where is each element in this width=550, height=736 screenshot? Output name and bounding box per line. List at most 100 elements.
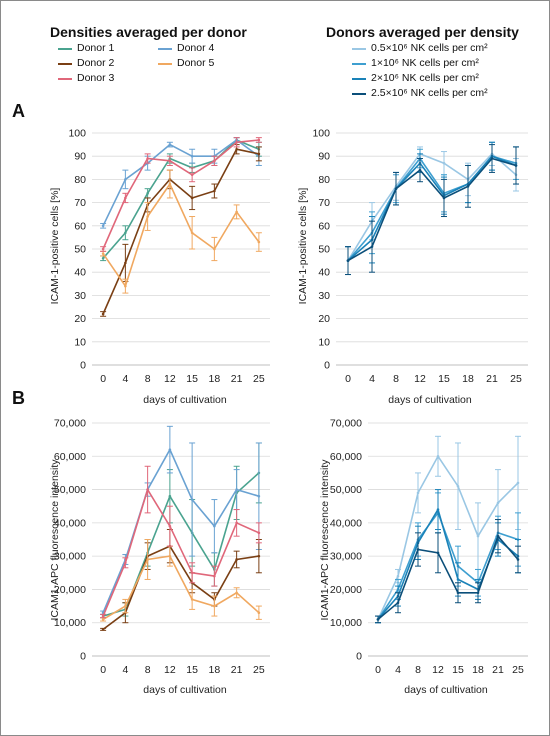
data-point [213, 247, 216, 251]
y-tick-label: 20 [74, 313, 86, 325]
y-tick-label: 50 [318, 244, 330, 256]
y-tick-label: 40,000 [54, 517, 86, 529]
data-point [496, 501, 500, 505]
data-point [168, 524, 172, 528]
data-point [124, 284, 127, 288]
x-axis-title: days of cultivation [388, 394, 472, 406]
x-tick-label: 8 [145, 664, 151, 676]
data-point [394, 187, 398, 190]
y-tick-label: 100 [312, 128, 330, 140]
data-point [168, 554, 172, 558]
data-point [190, 571, 194, 575]
data-point [124, 261, 127, 265]
data-point [213, 574, 216, 578]
legend-label: 1×10⁶ NK cells per cm² [371, 57, 479, 69]
data-point [235, 147, 238, 151]
data-point [490, 157, 494, 160]
data-point [235, 210, 238, 214]
x-tick-label: 4 [122, 664, 128, 676]
data-point [257, 554, 261, 558]
x-tick-label: 18 [209, 664, 221, 676]
data-point [396, 574, 400, 578]
y-tick-label: 20 [318, 313, 330, 325]
data-point [101, 312, 105, 316]
x-tick-label: 18 [209, 373, 221, 385]
series-line [347, 152, 517, 262]
series-line [102, 545, 260, 631]
left-column-title: Densities averaged per donor [50, 24, 247, 40]
y-tick-label: 90 [318, 151, 330, 163]
data-point [101, 256, 105, 260]
y-tick-label: 30,000 [54, 551, 86, 563]
series-line [377, 454, 519, 620]
y-tick-label: 30,000 [330, 551, 362, 563]
y-tick-label: 40 [74, 267, 86, 279]
data-point [442, 161, 446, 165]
data-point [466, 185, 470, 188]
legend-swatch [352, 63, 366, 65]
x-tick-label: 21 [231, 664, 243, 676]
data-point [257, 138, 261, 142]
data-point [418, 168, 422, 172]
x-tick-label: 21 [486, 373, 498, 385]
y-tick-label: 0 [356, 651, 362, 663]
data-point [213, 524, 216, 528]
x-tick-label: 12 [414, 373, 426, 385]
x-tick-label: 4 [369, 373, 375, 385]
data-point [257, 494, 261, 498]
data-point [476, 534, 480, 538]
data-point [235, 140, 238, 144]
series-line [347, 155, 517, 262]
data-point [436, 551, 440, 555]
series-line [102, 139, 259, 250]
y-tick-label: 70 [318, 197, 330, 209]
data-point [416, 491, 420, 495]
y-axis-title: ICAM1-APC fluorescence intensity [319, 459, 331, 621]
series-line [102, 139, 260, 259]
panel-label-b: B [12, 388, 25, 408]
data-point [436, 508, 440, 511]
data-point [190, 173, 194, 177]
x-tick-label: 25 [253, 373, 265, 385]
data-point [124, 604, 127, 608]
y-tick-label: 10,000 [54, 617, 86, 629]
y-tick-label: 30 [74, 290, 86, 302]
data-point [190, 498, 194, 501]
x-tick-label: 8 [393, 373, 399, 385]
series-line [347, 157, 517, 262]
data-point [516, 481, 520, 485]
legend-label: Donor 3 [77, 72, 115, 84]
y-tick-label: 0 [80, 651, 86, 663]
legend-densities: 0.5×10⁶ NK cells per cm² 1×10⁶ NK cells … [352, 42, 542, 104]
data-point [190, 196, 194, 200]
y-tick-label: 100 [68, 128, 86, 140]
data-point [213, 604, 216, 608]
data-point [146, 215, 149, 218]
legend-swatch [352, 93, 366, 95]
x-axis-title: days of cultivation [143, 394, 227, 406]
x-tick-label: 12 [432, 664, 444, 676]
y-tick-label: 40 [318, 267, 330, 279]
x-tick-label: 8 [145, 373, 151, 385]
legend-label: 0.5×10⁶ NK cells per cm² [371, 42, 488, 54]
data-point [213, 189, 216, 193]
data-point [146, 157, 149, 160]
series-line [102, 487, 260, 617]
x-tick-label: 0 [100, 373, 106, 385]
legend-label: Donor 2 [77, 57, 115, 69]
data-point [257, 152, 261, 156]
legend-swatch [158, 63, 172, 65]
y-tick-label: 50 [74, 244, 86, 256]
series-line [102, 139, 260, 227]
y-tick-label: 70,000 [330, 418, 362, 430]
y-tick-label: 10,000 [330, 617, 362, 629]
series-line [377, 511, 519, 620]
y-tick-label: 50,000 [330, 484, 362, 496]
y-tick-label: 0 [80, 360, 86, 372]
x-tick-label: 15 [438, 373, 450, 385]
series-line [102, 555, 260, 621]
data-point [168, 448, 172, 451]
data-point [476, 591, 480, 595]
data-point [168, 182, 172, 186]
x-tick-label: 0 [345, 373, 351, 385]
